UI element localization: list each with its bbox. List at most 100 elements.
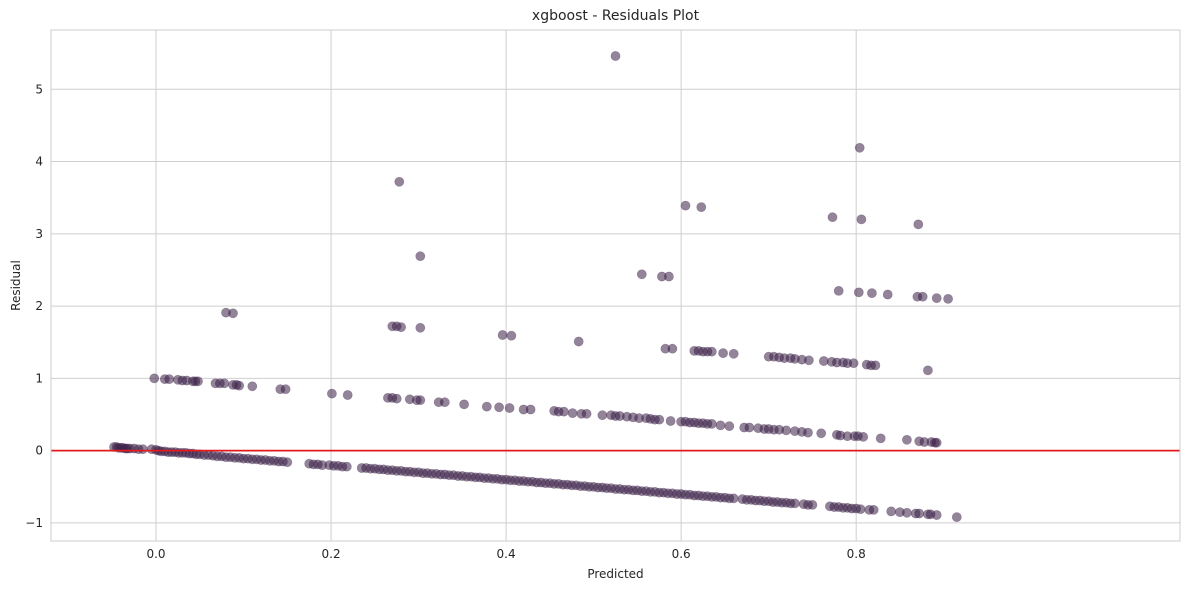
data-point <box>696 202 707 212</box>
data-point <box>931 437 942 448</box>
data-point <box>724 421 735 431</box>
data-point <box>219 378 230 389</box>
data-point <box>234 380 245 391</box>
data-point <box>341 461 352 472</box>
data-point <box>931 510 942 520</box>
data-point <box>654 414 665 425</box>
data-points <box>109 51 962 522</box>
y-tick-label: −1 <box>25 516 43 530</box>
data-point <box>149 373 160 384</box>
data-point <box>868 504 879 515</box>
data-point <box>923 365 933 376</box>
x-axis-ticks: 0.0 0.2 0.4 0.6 0.8 <box>146 547 865 561</box>
data-point <box>610 51 621 61</box>
data-point <box>781 425 792 436</box>
data-point <box>228 308 238 319</box>
x-axis-label: Predicted <box>587 567 643 581</box>
data-point <box>415 395 426 405</box>
data-point <box>816 428 827 439</box>
data-point <box>728 348 739 359</box>
data-point <box>744 422 755 433</box>
data-point <box>827 212 838 223</box>
data-point <box>680 200 691 211</box>
y-tick-label: 3 <box>35 227 43 241</box>
data-point <box>525 404 536 415</box>
data-point <box>854 142 865 153</box>
data-point <box>415 251 426 262</box>
data-point <box>858 431 869 442</box>
data-point <box>917 291 928 302</box>
x-tick-label: 0.0 <box>146 547 165 561</box>
data-point <box>137 444 148 455</box>
data-point <box>415 322 426 333</box>
plot-frame <box>50 29 1181 542</box>
data-point <box>396 322 406 332</box>
data-point <box>667 343 678 354</box>
x-tick-label: 0.4 <box>497 547 516 561</box>
data-point <box>867 288 877 298</box>
data-point <box>567 408 578 418</box>
data-point <box>715 420 726 431</box>
data-point <box>597 410 608 421</box>
data-point <box>326 388 337 399</box>
data-point <box>636 269 647 280</box>
data-point <box>394 176 405 187</box>
data-point <box>870 360 881 371</box>
y-axis-ticks: −1 0 1 2 3 4 5 <box>25 82 43 530</box>
data-point <box>494 402 504 413</box>
data-point <box>497 330 508 340</box>
chart-title: xgboost - Residuals Plot <box>532 8 700 24</box>
x-tick-label: 0.2 <box>322 547 341 561</box>
data-point <box>931 293 942 303</box>
y-tick-label: 4 <box>35 155 43 169</box>
data-point <box>164 374 175 384</box>
data-point <box>886 506 897 517</box>
data-point <box>943 293 953 304</box>
data-point <box>902 507 912 518</box>
data-point <box>706 346 717 357</box>
data-point <box>504 403 515 413</box>
data-point <box>282 457 293 468</box>
data-point <box>391 393 402 404</box>
data-point <box>803 427 813 438</box>
data-point <box>882 289 893 300</box>
data-point <box>855 504 866 515</box>
data-point <box>718 348 728 358</box>
data-point <box>280 384 291 395</box>
data-point <box>581 408 592 419</box>
y-axis-label: Residual <box>9 260 23 311</box>
y-tick-label: 1 <box>35 371 43 385</box>
data-point <box>848 358 859 369</box>
x-tick-label: 0.6 <box>672 547 691 561</box>
data-point <box>573 336 584 347</box>
data-point <box>856 214 867 225</box>
data-point <box>193 376 203 387</box>
data-point <box>559 406 569 417</box>
data-point <box>481 401 492 412</box>
y-tick-label: 2 <box>35 299 43 313</box>
data-point <box>439 397 450 408</box>
data-point <box>902 434 912 445</box>
data-point <box>706 418 717 429</box>
data-point <box>951 512 962 522</box>
data-point <box>342 390 353 400</box>
data-point <box>833 285 844 296</box>
data-point <box>790 498 800 509</box>
data-point <box>506 330 517 341</box>
data-point <box>665 416 676 426</box>
y-tick-label: 5 <box>35 82 43 96</box>
y-tick-label: 0 <box>35 444 43 458</box>
data-point <box>804 355 814 366</box>
data-point <box>914 508 925 519</box>
data-point <box>459 399 469 410</box>
x-tick-label: 0.8 <box>847 547 866 561</box>
data-point <box>728 493 739 504</box>
data-point <box>853 287 864 298</box>
data-point <box>875 433 886 444</box>
data-point <box>664 271 674 282</box>
data-point <box>913 219 924 230</box>
data-point <box>807 499 818 510</box>
data-point <box>247 381 258 392</box>
